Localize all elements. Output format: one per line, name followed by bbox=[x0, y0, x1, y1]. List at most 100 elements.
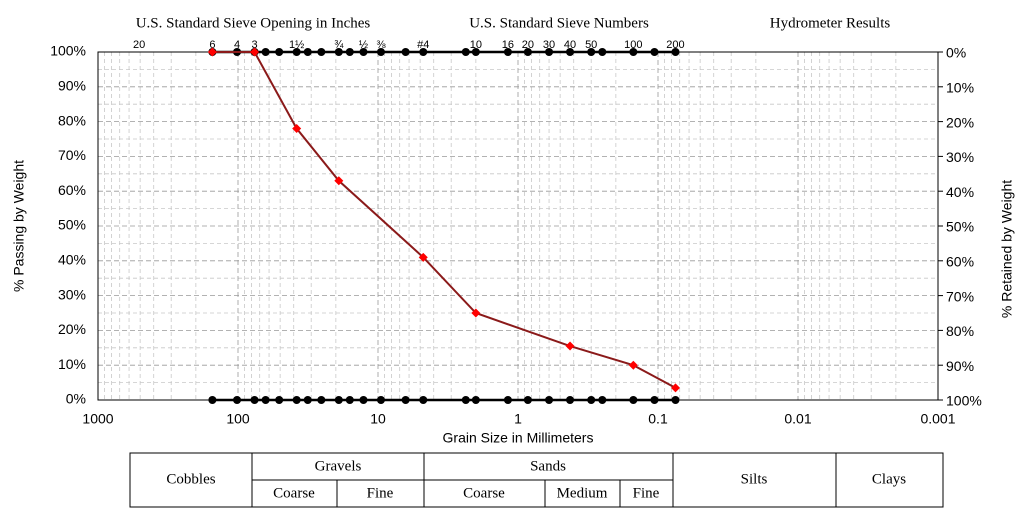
y-axis-label: % Passing by Weight bbox=[11, 160, 27, 292]
sieve-label: ½ bbox=[359, 39, 368, 51]
sieve-dot bbox=[471, 396, 480, 404]
sieve-dot bbox=[598, 396, 607, 404]
sieve-dot bbox=[233, 396, 242, 404]
y-tick-label: 80% bbox=[58, 112, 86, 128]
header: U.S. Standard Sieve Numbers bbox=[469, 15, 649, 31]
sieve-label: ⅜ bbox=[376, 39, 386, 51]
class-label: Gravels bbox=[315, 458, 362, 474]
y2-tick-label: 10% bbox=[946, 80, 974, 96]
y2-tick-label: 90% bbox=[946, 358, 974, 374]
y-tick-label: 100% bbox=[50, 43, 86, 59]
y2-tick-label: 20% bbox=[946, 114, 974, 130]
x-tick-label: 100 bbox=[226, 411, 250, 427]
sieve-dot bbox=[334, 48, 343, 56]
y-tick-label: 70% bbox=[58, 147, 86, 163]
y2-tick-label: 60% bbox=[946, 254, 974, 270]
x-tick-label: 1 bbox=[514, 411, 522, 427]
sieve-dot bbox=[261, 48, 270, 56]
sieve-dot bbox=[545, 396, 554, 404]
y-tick-label: 40% bbox=[58, 252, 86, 268]
sieve-dot bbox=[523, 396, 532, 404]
class-label: Silts bbox=[741, 471, 768, 487]
sieve-label: 100 bbox=[624, 39, 642, 51]
sieve-dot bbox=[587, 48, 596, 56]
sieve-dot bbox=[545, 48, 554, 56]
sieve-dot bbox=[629, 48, 638, 56]
data-point bbox=[207, 47, 217, 57]
data-point bbox=[670, 383, 680, 393]
y2-tick-label: 70% bbox=[946, 288, 974, 304]
sieve-label: 16 bbox=[502, 39, 514, 51]
sieve-dot bbox=[419, 48, 428, 56]
sieve-label: 50 bbox=[585, 39, 597, 51]
sieve-dot bbox=[671, 396, 680, 404]
y-tick-label: 50% bbox=[58, 217, 86, 233]
y-tick-label: 10% bbox=[58, 356, 86, 372]
x-tick-label: 10 bbox=[370, 411, 386, 427]
sieve-dot bbox=[566, 48, 575, 56]
sieve-label: ¾ bbox=[334, 39, 344, 51]
y2-tick-label: 0% bbox=[946, 45, 966, 61]
class-label: Coarse bbox=[273, 485, 315, 501]
sieve-dot bbox=[359, 48, 368, 56]
classification-table: Cobbles Gravels Coarse Fine Sands Coarse… bbox=[129, 452, 944, 508]
sieve-dot bbox=[317, 48, 326, 56]
sieve-dot bbox=[292, 396, 301, 404]
data-point bbox=[334, 176, 344, 186]
sieve-label: 20 bbox=[133, 39, 145, 51]
sieve-dot bbox=[275, 396, 284, 404]
sieve-label: 10 bbox=[470, 39, 482, 51]
sieve-dot bbox=[261, 396, 270, 404]
sieve-dot bbox=[401, 48, 410, 56]
sieve-dot bbox=[471, 48, 480, 56]
x-tick-label: 0.001 bbox=[920, 411, 955, 427]
x-tick-label: 1000 bbox=[82, 411, 113, 427]
sieve-label: 30 bbox=[543, 39, 555, 51]
sieve-dot bbox=[376, 48, 385, 56]
header: Hydrometer Results bbox=[770, 15, 891, 31]
sieve-dot bbox=[334, 396, 343, 404]
sieve-dot bbox=[419, 396, 428, 404]
y-tick-label: 90% bbox=[58, 78, 86, 94]
sieve-dot bbox=[503, 48, 512, 56]
y2-tick-label: 100% bbox=[946, 393, 982, 409]
sieve-dot bbox=[650, 396, 659, 404]
sieve-dot bbox=[250, 396, 259, 404]
class-label: Coarse bbox=[463, 485, 505, 501]
data-point bbox=[471, 308, 481, 318]
sieve-dot bbox=[566, 396, 575, 404]
class-label: Fine bbox=[633, 485, 660, 501]
y-tick-label: 60% bbox=[58, 182, 86, 198]
sieve-dot bbox=[376, 396, 385, 404]
sieve-dot bbox=[345, 396, 354, 404]
sieve-label: 1½ bbox=[289, 39, 304, 51]
sieve-dot bbox=[503, 396, 512, 404]
sieve-label: 3 bbox=[251, 39, 257, 51]
sieve-dot bbox=[292, 48, 301, 56]
class-label: Sands bbox=[530, 458, 566, 474]
class-label: Medium bbox=[557, 485, 608, 501]
data-line bbox=[212, 51, 676, 389]
y2-tick-label: 30% bbox=[946, 149, 974, 165]
sieve-label: 40 bbox=[564, 39, 576, 51]
y-tick-label: 30% bbox=[58, 286, 86, 302]
sieve-label: #4 bbox=[417, 39, 429, 51]
sieve-dot bbox=[523, 48, 532, 56]
data-point bbox=[292, 124, 302, 134]
class-label: Clays bbox=[872, 471, 906, 487]
sieve-dot bbox=[598, 48, 607, 56]
sieve-dot bbox=[208, 396, 217, 404]
header: U.S. Standard Sieve Opening in Inches bbox=[136, 15, 371, 31]
sieve-dot bbox=[303, 48, 312, 56]
sieve-dot bbox=[671, 48, 680, 56]
sieve-label: 200 bbox=[666, 39, 684, 51]
sieve-dot bbox=[317, 396, 326, 404]
sieve-dot bbox=[587, 396, 596, 404]
class-label: Cobbles bbox=[166, 471, 215, 487]
sieve-dot bbox=[401, 396, 410, 404]
cell bbox=[835, 452, 944, 508]
sieve-label: 6 bbox=[209, 39, 215, 51]
sieve-dot bbox=[461, 48, 470, 56]
sieve-dot bbox=[345, 48, 354, 56]
y2-tick-label: 40% bbox=[946, 184, 974, 200]
